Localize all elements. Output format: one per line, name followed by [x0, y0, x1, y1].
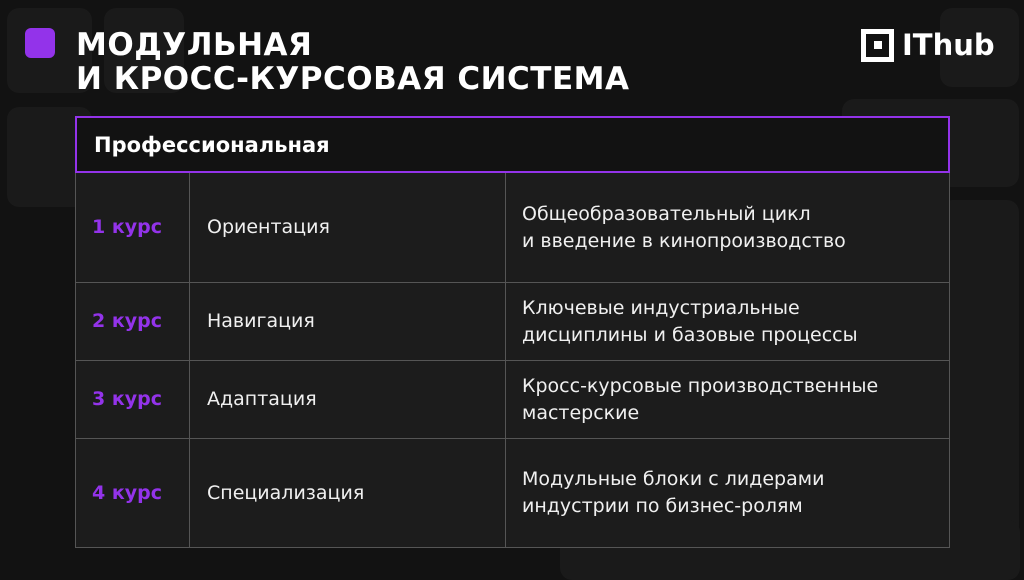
- stage-cell: Специализация: [190, 439, 506, 547]
- table-row: 1 курс Ориентация Общеобразовательный ци…: [75, 173, 950, 283]
- description-cell: Модульные блоки с лидерами индустрии по …: [522, 468, 825, 517]
- logo-text: IThub: [902, 28, 995, 62]
- bg-shape: [940, 8, 1019, 87]
- logo-square-icon: [861, 28, 894, 62]
- page-title: МОДУЛЬНАЯ И КРОСС-КУРСОВАЯ СИСТЕМА: [76, 28, 629, 96]
- table-header: Профессиональная: [75, 116, 950, 173]
- description-cell: Общеобразовательный цикл и введение в ки…: [522, 202, 846, 252]
- course-table: Профессиональная 1 курс Ориентация Общео…: [75, 116, 950, 548]
- title-line-1: МОДУЛЬНАЯ: [76, 27, 313, 63]
- stage-cell: Ориентация: [190, 173, 506, 282]
- course-cell: 4 курс: [76, 439, 190, 547]
- course-cell: 3 курс: [76, 361, 190, 438]
- bg-shape: [104, 8, 184, 93]
- table-row: 2 курс Навигация Ключевые индустриальные…: [75, 283, 950, 361]
- course-cell: 1 курс: [76, 173, 190, 282]
- table-row: 3 курс Адаптация Кросс-курсовые производ…: [75, 361, 950, 439]
- title-line-2: И КРОСС-КУРСОВАЯ СИСТЕМА: [76, 61, 630, 97]
- accent-marker: [25, 28, 55, 58]
- stage-cell: Навигация: [190, 283, 506, 360]
- course-cell: 2 курс: [76, 283, 190, 360]
- description-cell: Ключевые индустриальные дисциплины и баз…: [522, 296, 858, 346]
- bg-shape: [940, 200, 1019, 540]
- stage-cell: Адаптация: [190, 361, 506, 438]
- ithub-logo: IThub: [861, 28, 995, 62]
- description-cell: Кросс-курсовые производственные мастерск…: [522, 374, 879, 424]
- table-row: 4 курс Специализация Модульные блоки с л…: [75, 439, 950, 548]
